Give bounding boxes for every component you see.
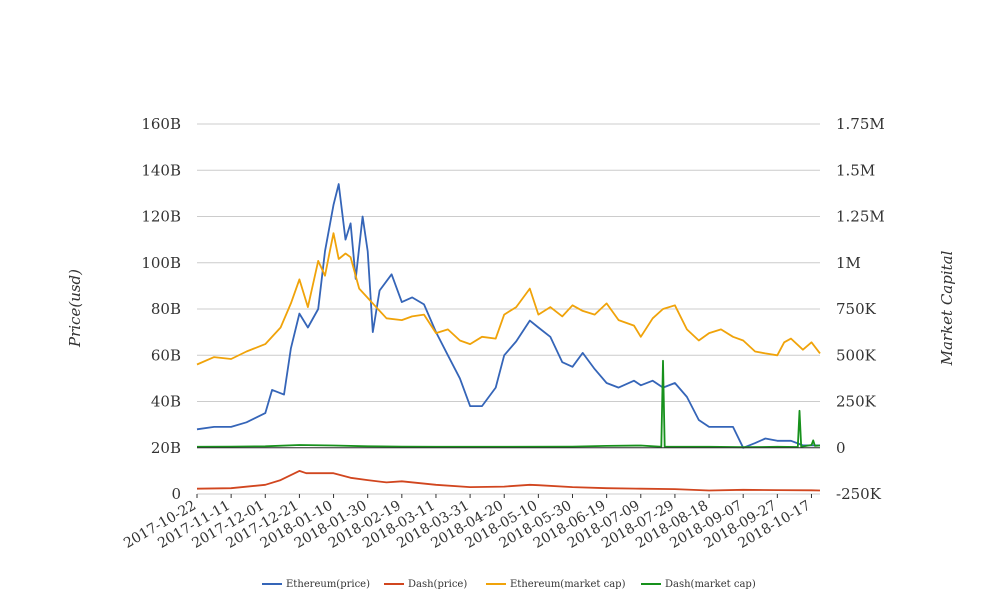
left-axis-title: Price(usd) [66, 269, 84, 348]
series-line-ethereum-market-cap [196, 232, 821, 366]
right-tick-label: 500K [836, 346, 877, 364]
right-tick-label: 0 [836, 439, 846, 457]
legend-label-dash-price: Dash(price) [408, 579, 467, 590]
series-lines [196, 183, 821, 492]
series-line-dash-market-cap [196, 359, 821, 449]
left-tick-label: 140B [141, 161, 181, 179]
left-tick-label: 100B [141, 254, 181, 272]
right-tick-label: 1M [836, 254, 861, 272]
right-tick-label: 1.75M [836, 115, 885, 133]
right-tick-label: 750K [836, 300, 877, 318]
series-line-dash-price [196, 469, 821, 492]
left-tick-label: 60B [151, 346, 181, 364]
left-tick-label: 0 [171, 485, 181, 503]
grid-lines [197, 123, 820, 495]
left-tick-label: 160B [141, 115, 181, 133]
right-tick-label: 250K [836, 393, 877, 411]
right-tick-label: 1.5M [836, 161, 875, 179]
left-tick-label: 20B [151, 439, 181, 457]
right-axis-title: Market Capital [938, 250, 956, 366]
legend-label-ethereum-price: Ethereum(price) [286, 579, 370, 590]
left-tick-label: 120B [141, 208, 181, 226]
left-tick-label: 40B [151, 393, 181, 411]
legend-label-dash-market-cap: Dash(market cap) [665, 579, 756, 590]
legend-label-ethereum-market-cap: Ethereum(market cap) [510, 579, 626, 590]
series-line-ethereum-price [196, 183, 820, 449]
legend: Ethereum(price) Dash(price) Ethereum(marke… [262, 579, 756, 590]
right-tick-label: -250K [836, 485, 882, 503]
right-tick-label: 1.25M [836, 208, 885, 226]
left-tick-label: 80B [151, 300, 181, 318]
